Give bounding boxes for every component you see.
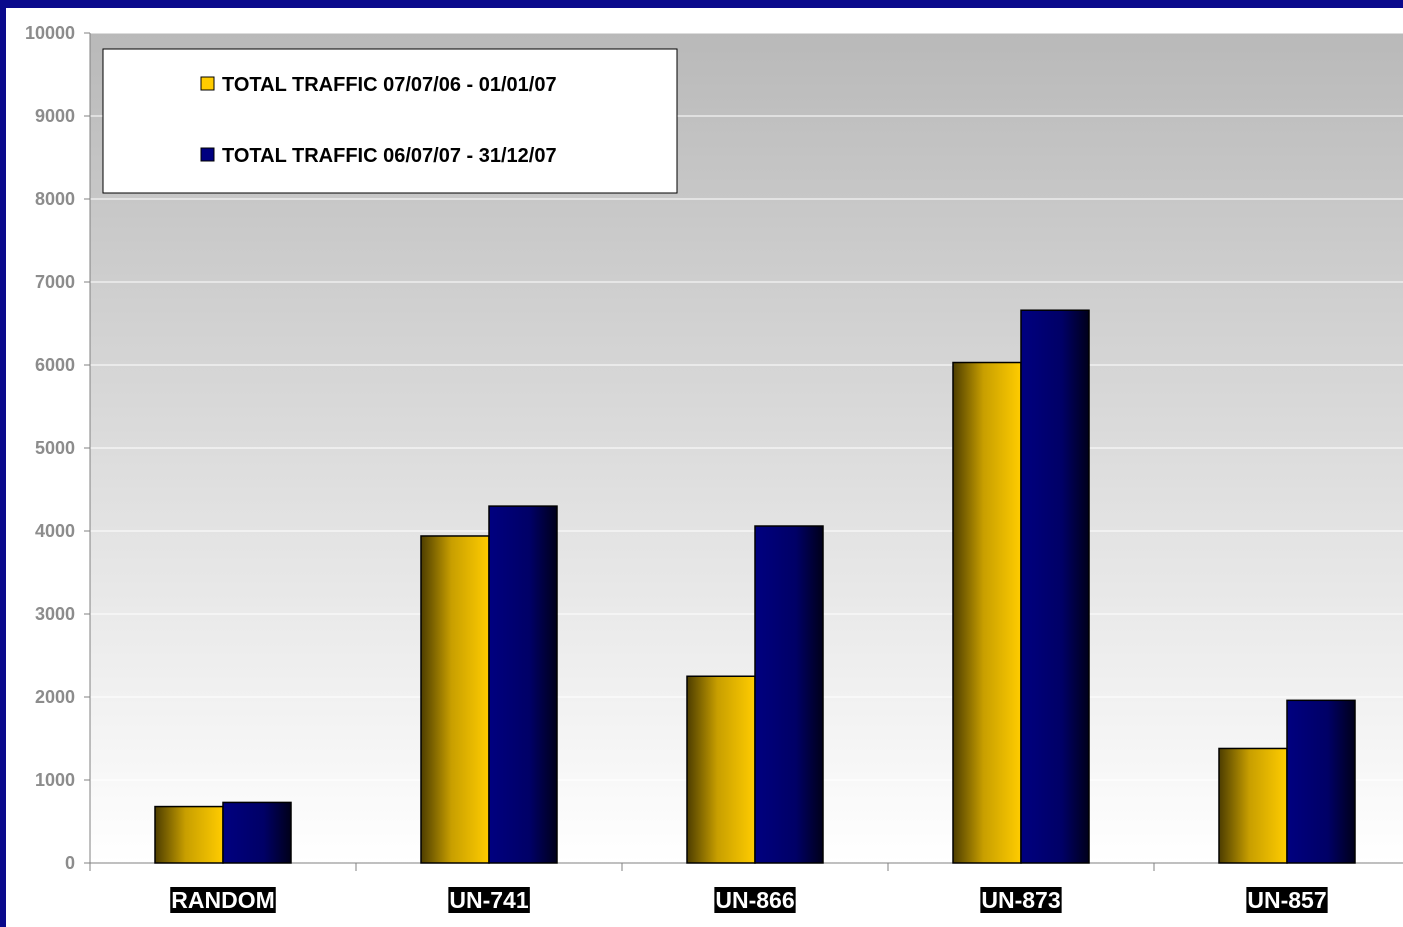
x-category-label-group: RANDOM — [170, 887, 276, 913]
x-category-label: UN-866 — [715, 887, 794, 913]
legend: TOTAL TRAFFIC 07/07/06 - 01/01/07 TOTAL … — [102, 48, 678, 194]
bar-series-1-un-741 — [420, 535, 490, 864]
bar-series-1-random — [154, 805, 224, 864]
y-tick-label: 0 — [65, 853, 75, 873]
legend-label-series-2: TOTAL TRAFFIC 06/07/07 - 31/12/07 — [222, 145, 557, 167]
y-tick-label: 1000 — [35, 770, 75, 790]
x-category-label: UN-857 — [1247, 887, 1326, 913]
y-tick-label: 3000 — [35, 604, 75, 624]
x-category-label: UN-873 — [981, 887, 1060, 913]
y-tick-label: 8000 — [35, 189, 75, 209]
y-tick-label: 9000 — [35, 106, 75, 126]
x-category-label-group: UN-857 — [1246, 887, 1328, 913]
bar-series-2-un-873 — [1020, 309, 1090, 864]
x-category-label-group: UN-873 — [980, 887, 1062, 913]
x-category-label-group: UN-866 — [714, 887, 796, 913]
y-tick-label: 2000 — [35, 687, 75, 707]
bar-series-2-un-741 — [488, 505, 558, 864]
bar-series-2-random — [222, 801, 292, 864]
x-category-label-bg — [714, 887, 796, 913]
y-tick-label: 5000 — [35, 438, 75, 458]
x-category-label-bg — [1246, 887, 1328, 913]
y-tick-label: 4000 — [35, 521, 75, 541]
legend-box — [102, 48, 678, 194]
legend-swatch-series-1 — [200, 76, 215, 91]
legend-swatch-series-2 — [200, 147, 215, 162]
x-category-label-bg — [170, 887, 276, 913]
x-category-label-bg — [980, 887, 1062, 913]
x-category-label: RANDOM — [171, 887, 275, 913]
bar-series-1-un-857 — [1218, 747, 1288, 864]
y-tick-label: 7000 — [35, 272, 75, 292]
y-tick-label: 6000 — [35, 355, 75, 375]
bars — [154, 309, 1356, 864]
bar-series-2-un-866 — [754, 525, 824, 864]
y-tick-label: 10000 — [25, 23, 75, 43]
x-axis-labels: RANDOM UN-741 UN-866 UN-873 UN-857 — [170, 887, 1328, 913]
x-category-label: UN-741 — [449, 887, 528, 913]
x-category-label-group: UN-741 — [448, 887, 530, 913]
bar-series-2-un-857 — [1286, 699, 1356, 864]
bar-series-1-un-873 — [952, 361, 1022, 864]
bar-series-1-un-866 — [686, 675, 756, 864]
y-axis-ticks: 0 1000 2000 3000 4000 5000 6000 7000 8000 9000 100… — [25, 23, 90, 873]
legend-label-series-1: TOTAL TRAFFIC 07/07/06 - 01/01/07 — [222, 74, 557, 96]
x-category-label-bg — [448, 887, 530, 913]
